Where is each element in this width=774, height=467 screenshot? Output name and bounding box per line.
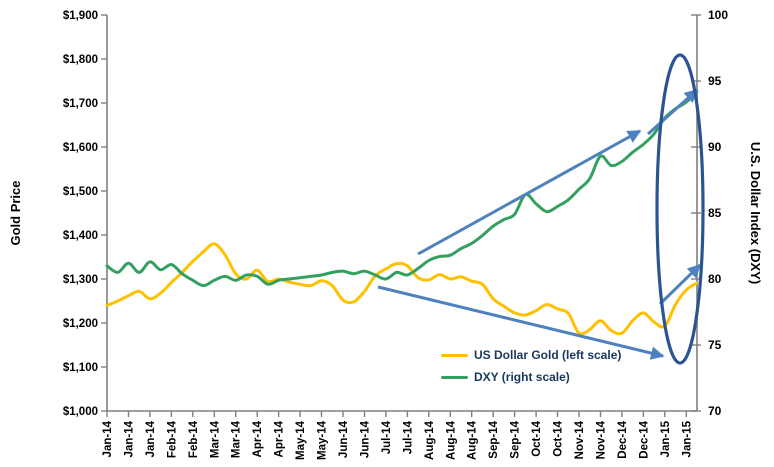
x-tick-label: May-14 <box>295 420 307 460</box>
x-tick-label: Feb-14 <box>188 420 200 458</box>
left-tick-label: $1,100 <box>63 362 98 374</box>
x-tick-label: Apr-14 <box>274 420 286 457</box>
x-tick-label: Nov-14 <box>596 420 608 459</box>
dxy-endpoint-arrow <box>646 88 699 136</box>
left-axis-title: Gold Price <box>8 180 23 245</box>
left-tick-label: $1,900 <box>63 10 98 22</box>
x-tick-label: May-14 <box>317 420 329 460</box>
dxy-line-swatch <box>441 375 468 380</box>
x-tick-label: Apr-14 <box>252 420 264 457</box>
x-tick-label: Jan-14 <box>124 420 136 457</box>
right-tick-label: 70 <box>708 404 722 418</box>
right-tick-label: 75 <box>708 338 722 352</box>
right-axis-title: U.S. Dollar Index (DXY) <box>748 142 763 284</box>
x-tick-label: Jan-15 <box>660 420 672 457</box>
x-tick-label: Jan-14 <box>145 420 157 457</box>
gold-price-line <box>105 242 699 336</box>
gold-endpoint-arrow <box>658 263 702 306</box>
x-tick-label: Jun-14 <box>338 420 350 458</box>
legend-item-gold: US Dollar Gold (left scale) <box>441 348 621 363</box>
left-tick-label: $1,000 <box>63 406 98 418</box>
left-tick-label: $1,800 <box>63 54 98 66</box>
right-tick-label: 80 <box>708 272 722 286</box>
right-tick-label: 100 <box>708 8 728 22</box>
dxy-uptrend-arrow <box>417 129 642 256</box>
x-tick-label: Aug-14 <box>424 420 436 460</box>
legend-label-gold: US Dollar Gold (left scale) <box>474 348 622 362</box>
x-tick-label: Jan-15 <box>681 420 693 457</box>
left-tick-label: $1,300 <box>63 274 98 286</box>
x-tick-label: Sep-14 <box>510 420 522 458</box>
gold-downtrend-arrow <box>377 285 665 360</box>
left-tick-label: $1,700 <box>63 98 98 110</box>
x-tick-label: Oct-14 <box>531 420 543 456</box>
x-tick-label: Feb-14 <box>166 420 178 458</box>
left-tick-label: $1,200 <box>63 318 98 330</box>
left-tick-label: $1,600 <box>63 142 98 154</box>
convergence-highlight-ellipse <box>655 53 705 365</box>
dxy-line <box>105 90 699 288</box>
x-tick-label: Jul-14 <box>402 420 414 454</box>
right-tick-label: 90 <box>708 140 722 154</box>
left-tick-label: $1,500 <box>63 186 98 198</box>
x-tick-label: Jan-14 <box>102 420 114 457</box>
gold-line-swatch <box>441 353 468 358</box>
right-tick-label: 85 <box>708 206 722 220</box>
legend: US Dollar Gold (left scale) DXY (right s… <box>441 348 621 385</box>
legend-item-dxy: DXY (right scale) <box>441 370 621 385</box>
x-tick-label: Dec-14 <box>617 420 629 458</box>
left-tick-label: $1,400 <box>63 230 98 242</box>
x-tick-label: Sep-14 <box>488 420 500 458</box>
x-tick-label: Aug-14 <box>467 420 479 460</box>
x-tick-label: Oct-14 <box>553 420 565 456</box>
right-tick-label: 95 <box>708 74 722 88</box>
x-tick-label: Jul-14 <box>381 420 393 454</box>
x-tick-label: Mar-14 <box>231 420 243 458</box>
x-tick-label: Mar-14 <box>209 420 221 458</box>
x-tick-label: Nov-14 <box>574 420 586 459</box>
x-tick-label: Dec-14 <box>638 420 650 458</box>
x-tick-label: Jun-14 <box>360 420 372 458</box>
x-tick-label: Aug-14 <box>445 420 457 460</box>
legend-label-dxy: DXY (right scale) <box>474 370 570 384</box>
